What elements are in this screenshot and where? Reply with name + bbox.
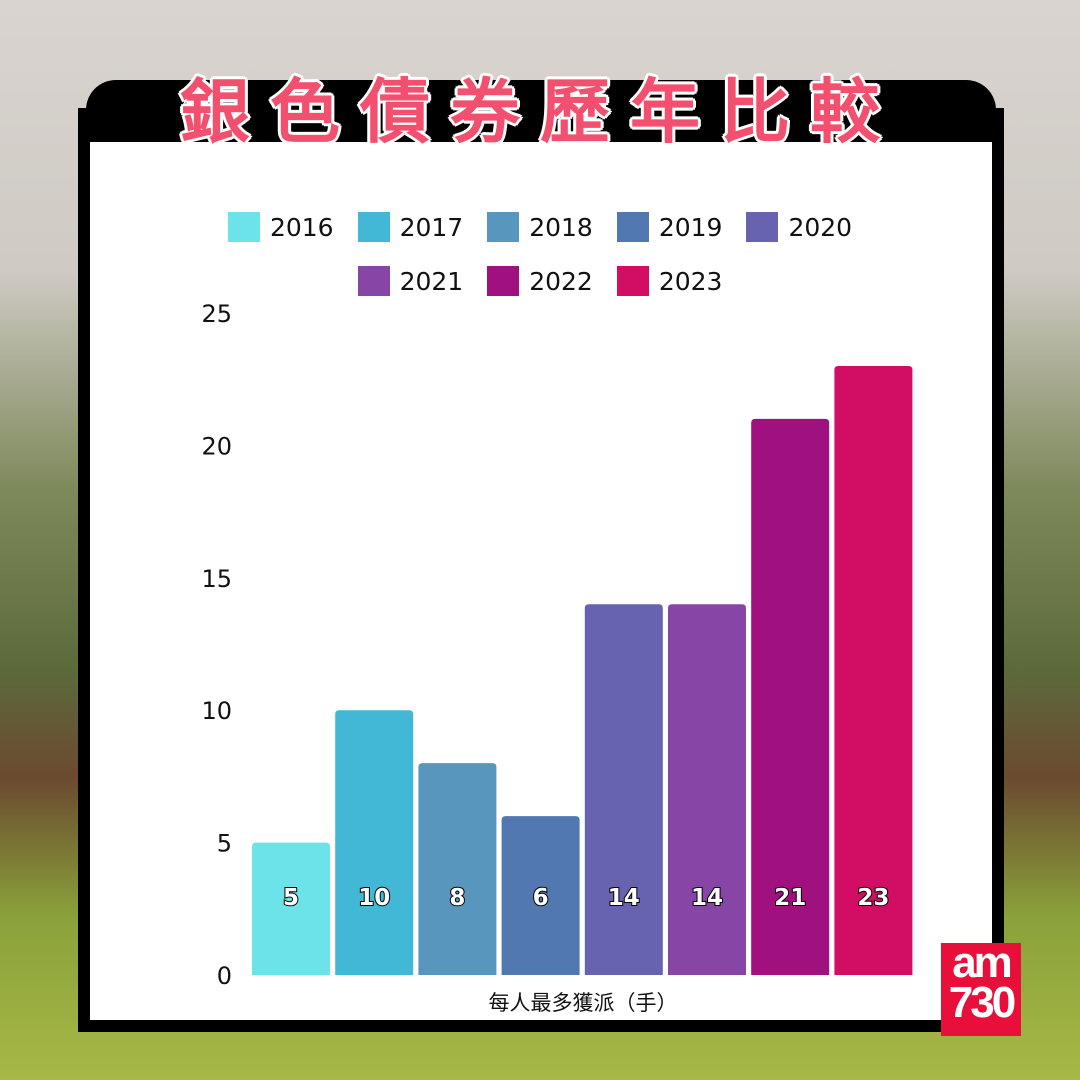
legend-label: 2021 — [399, 266, 464, 296]
y-tick-label: 15 — [201, 565, 232, 593]
legend-label: 2019 — [658, 212, 723, 242]
bar-2018 — [418, 763, 497, 975]
data-label: 5 — [283, 885, 299, 911]
data-label: 23 — [857, 885, 889, 911]
bar-2021 — [668, 604, 746, 975]
bar-2020 — [584, 604, 663, 975]
data-label: 14 — [691, 885, 723, 911]
legend-label: 2016 — [269, 212, 334, 242]
data-label: 6 — [533, 885, 549, 911]
legend-item: 2019 — [616, 212, 723, 242]
legend-item: 2021 — [357, 266, 464, 296]
y-tick-label: 5 — [217, 830, 232, 858]
legend-swatch — [616, 212, 649, 242]
legend-label: 2017 — [399, 212, 464, 242]
bar-2016 — [252, 842, 330, 975]
legend-item: 2020 — [746, 212, 852, 242]
legend-swatch — [227, 212, 260, 242]
bar-2019 — [501, 816, 580, 975]
legend-label: 2023 — [658, 266, 723, 296]
page-title: 銀色債券歷年比較 — [180, 71, 900, 153]
y-tick-label: 0 — [217, 962, 232, 990]
bar-2017 — [335, 710, 414, 975]
bar-2023 — [834, 365, 913, 976]
legend-label: 2018 — [529, 212, 593, 242]
y-tick-label: 10 — [201, 697, 232, 725]
legend-swatch — [616, 266, 649, 296]
x-axis-label: 每人最多獲派（手） — [489, 991, 678, 1015]
legend-swatch — [487, 266, 520, 296]
bar-2022 — [751, 418, 830, 975]
data-label: 14 — [608, 885, 640, 911]
legend-row-2: 2021 2022 2023 — [0, 266, 1080, 296]
title-bar — [86, 80, 996, 142]
legend-item: 2017 — [357, 212, 464, 242]
legend-label: 2020 — [788, 212, 853, 242]
legend-label: 2022 — [529, 266, 593, 296]
data-label: 10 — [358, 885, 390, 911]
legend-row-1: 2016 2017 2018 2019 2020 — [0, 212, 1080, 242]
legend-swatch — [746, 212, 779, 242]
legend-item: 2018 — [487, 212, 593, 242]
y-tick-label: 20 — [201, 432, 232, 460]
am730-logo: am 730 — [941, 941, 1021, 1036]
legend-swatch — [357, 212, 390, 242]
legend-item: 2023 — [616, 266, 723, 296]
data-label: 8 — [449, 885, 465, 911]
legend-swatch — [357, 266, 390, 296]
legend-item: 2022 — [487, 266, 593, 296]
legend-swatch — [487, 212, 520, 242]
y-tick-label: 25 — [201, 300, 232, 328]
data-label: 21 — [774, 885, 806, 911]
legend-item: 2016 — [227, 212, 334, 242]
